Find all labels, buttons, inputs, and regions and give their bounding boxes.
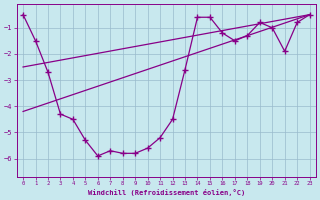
X-axis label: Windchill (Refroidissement éolien,°C): Windchill (Refroidissement éolien,°C) [88, 189, 245, 196]
